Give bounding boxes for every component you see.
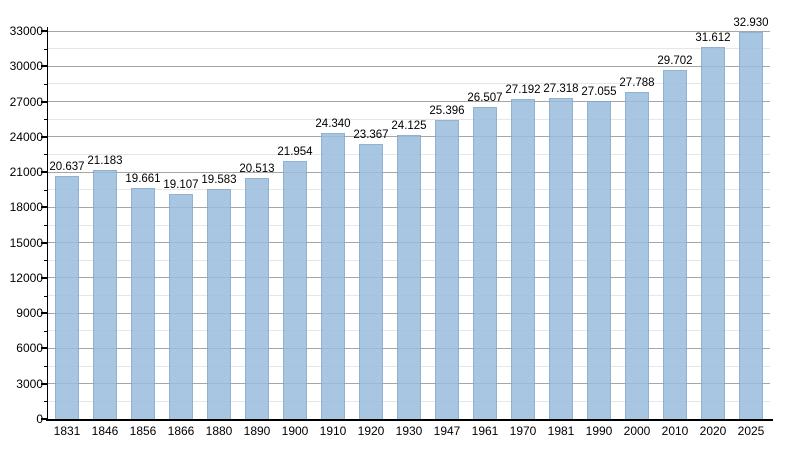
bar — [131, 187, 155, 419]
x-tick-label: 1866 — [167, 424, 195, 438]
gridline-minor — [48, 48, 770, 50]
y-axis-minor-tick — [44, 83, 48, 85]
y-axis-minor-tick — [44, 295, 48, 297]
x-tick-label: 1970 — [509, 424, 537, 438]
y-tick-label: 0 — [36, 412, 43, 426]
bar-value-label: 27.788 — [619, 77, 655, 90]
gridline-major — [48, 30, 770, 32]
y-axis-minor-tick — [44, 48, 48, 50]
y-tick-label: 12000 — [9, 270, 43, 285]
x-tick-label: 1947 — [433, 424, 461, 438]
bar — [321, 132, 345, 419]
x-tick-label: 2020 — [699, 424, 727, 438]
bar — [93, 169, 117, 419]
bar — [625, 92, 649, 419]
y-tick-label: 21000 — [9, 165, 43, 180]
x-tick-label: 1961 — [471, 424, 499, 438]
bar — [283, 160, 307, 419]
y-tick-label: 24000 — [9, 129, 43, 144]
y-axis-minor-tick — [44, 119, 48, 121]
y-axis-line — [46, 27, 48, 421]
x-tick-label: 2010 — [661, 424, 689, 438]
bar-value-label: 20.637 — [49, 161, 85, 174]
bar-value-label: 27.192 — [505, 84, 541, 97]
y-axis-minor-tick — [44, 189, 48, 191]
bar-value-label: 27.055 — [581, 85, 617, 98]
bar-value-label: 19.107 — [163, 179, 199, 192]
y-tick-label: 33000 — [9, 24, 43, 38]
x-tick-label: 1910 — [319, 424, 347, 438]
y-axis-minor-tick — [44, 330, 48, 332]
y-axis-minor-tick — [44, 225, 48, 226]
y-tick-label: 15000 — [9, 235, 43, 250]
y-axis-minor-tick — [44, 154, 48, 156]
bar-value-label: 19.583 — [201, 173, 237, 186]
bar — [739, 31, 763, 419]
bar — [207, 188, 231, 419]
bar-value-label: 21.183 — [87, 154, 123, 167]
bar — [663, 69, 687, 419]
x-tick-label: 1856 — [129, 424, 157, 438]
bar-value-label: 27.318 — [543, 82, 579, 95]
bar-value-label: 19.661 — [125, 172, 161, 185]
bar — [549, 97, 573, 419]
y-axis-minor-tick — [44, 401, 48, 403]
y-tick-label: 18000 — [9, 200, 43, 215]
y-tick-label: 30000 — [9, 59, 43, 74]
bar-value-label: 26.507 — [467, 92, 503, 105]
gridline-major — [48, 101, 770, 103]
bar — [55, 176, 79, 419]
bar-value-label: 20.513 — [239, 162, 275, 175]
y-axis-minor-tick — [44, 366, 48, 368]
x-tick-label: 1981 — [547, 424, 575, 438]
bar — [473, 107, 497, 419]
x-tick-label: 1831 — [53, 424, 81, 438]
y-tick-label: 9000 — [16, 306, 43, 321]
x-tick-label: 1846 — [91, 424, 119, 438]
x-tick-label: 1880 — [205, 424, 233, 438]
bar — [169, 194, 193, 419]
y-tick-label: 3000 — [16, 376, 43, 391]
x-tick-label: 1920 — [357, 424, 385, 438]
bar — [701, 47, 725, 419]
bar-value-label: 23.367 — [353, 129, 389, 142]
bar-value-label: 31.612 — [695, 32, 731, 45]
gridline-minor — [48, 83, 770, 85]
x-tick-label: 1900 — [281, 424, 309, 438]
bar-value-label: 21.954 — [277, 145, 313, 158]
bar — [511, 99, 535, 419]
y-axis-minor-tick — [44, 260, 48, 262]
y-tick-label: 6000 — [16, 341, 43, 356]
x-axis-line — [46, 419, 773, 421]
bar-value-label: 32.930 — [733, 16, 769, 29]
bar — [435, 120, 459, 419]
x-tick-label: 2025 — [737, 424, 765, 438]
bar-value-label: 25.396 — [429, 105, 465, 118]
x-tick-label: 2000 — [623, 424, 651, 438]
bar — [245, 177, 269, 419]
bar — [587, 100, 611, 419]
bar — [359, 144, 383, 419]
x-tick-label: 1930 — [395, 424, 423, 438]
bar-value-label: 29.702 — [657, 54, 693, 67]
x-tick-label: 1890 — [243, 424, 271, 438]
bar — [397, 135, 421, 419]
y-tick-label: 27000 — [9, 94, 43, 109]
bar-value-label: 24.125 — [391, 120, 427, 133]
x-tick-label: 1990 — [585, 424, 613, 438]
bar-value-label: 24.340 — [315, 117, 351, 130]
